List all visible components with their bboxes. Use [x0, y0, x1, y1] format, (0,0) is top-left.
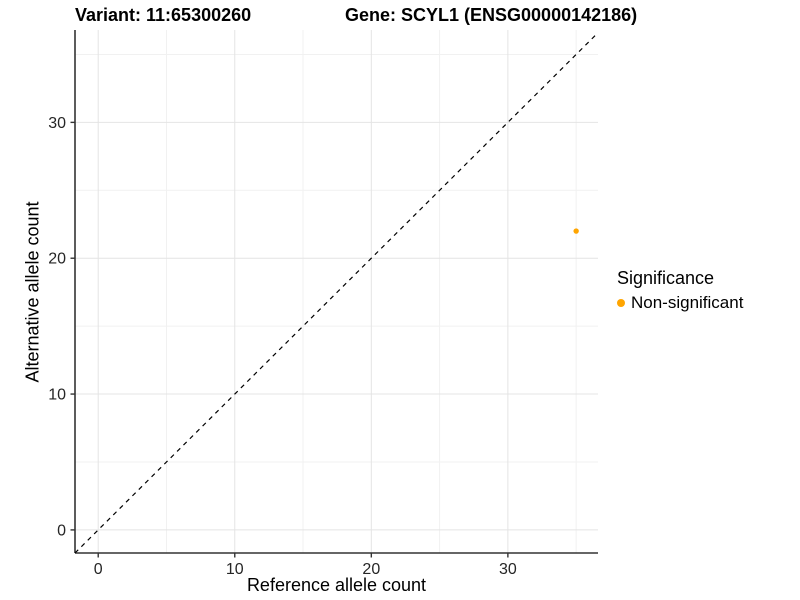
legend-title: Significance: [617, 268, 715, 288]
y-axis-title: Alternative allele count: [22, 201, 43, 383]
data-point: [573, 228, 579, 234]
x-axis-title: Reference allele count: [246, 575, 427, 595]
y-tick-label: 10: [48, 387, 66, 404]
y-tick-label: 0: [57, 522, 66, 539]
x-tick-label: 20: [362, 561, 380, 578]
legend-point-icon: [617, 299, 625, 307]
y-tick-label: 30: [48, 115, 66, 132]
plot-title-gene: Gene: SCYL1 (ENSG00000142186): [345, 5, 638, 25]
x-tick-label: 10: [226, 561, 244, 578]
x-tick-label: 0: [94, 561, 103, 578]
legend: Significance Non-significant: [617, 269, 743, 313]
legend-item-label: Non-significant: [631, 293, 744, 312]
legend-item-non-significant: Non-significant: [617, 293, 743, 313]
x-tick-label: 30: [499, 561, 517, 578]
identity-reference-line: [74, 32, 599, 554]
plot-title-variant: Variant: 11:65300260: [75, 5, 252, 25]
y-tick-label: 20: [48, 251, 66, 268]
